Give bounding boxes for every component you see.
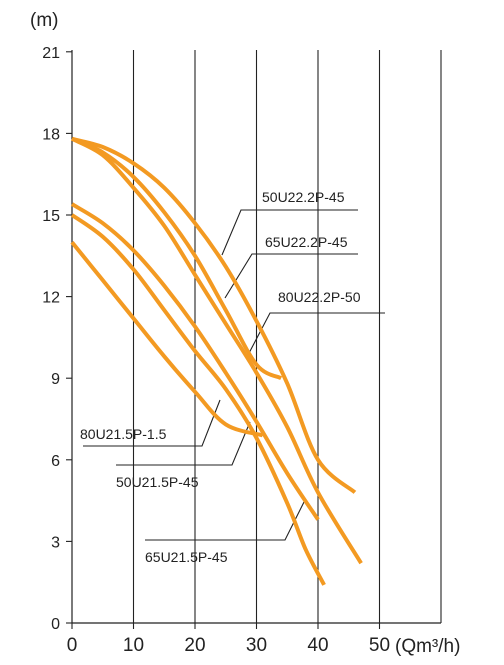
series-layer bbox=[70, 136, 363, 586]
series-label-4: 80U21.5P-1.5 bbox=[80, 426, 167, 442]
y-axis-title: (m) bbox=[30, 10, 58, 31]
y-tick-label-6: 6 bbox=[51, 453, 60, 470]
series-label-1: 50U22.2P-45 bbox=[262, 189, 345, 205]
y-tick-label-3: 3 bbox=[51, 534, 60, 551]
series-label-6: 65U21.5P-45 bbox=[145, 549, 228, 565]
x-axis-title: (Qm³/h) bbox=[395, 636, 460, 657]
x-tick-label-50: 50 bbox=[369, 635, 390, 656]
y-tick-label-12: 12 bbox=[42, 290, 60, 307]
leader-line-3 bbox=[247, 312, 385, 356]
series-label-3: 80U22.2P-50 bbox=[278, 289, 361, 305]
grid-layer bbox=[132, 50, 442, 623]
y-tick-label-0: 0 bbox=[51, 616, 60, 633]
y-tick-label-9: 9 bbox=[51, 371, 60, 388]
y-tick-label-18: 18 bbox=[42, 126, 60, 143]
x-tick-label-20: 20 bbox=[184, 635, 205, 656]
series-label-2: 65U22.2P-45 bbox=[265, 234, 348, 250]
label-layer: 50U22.2P-45 65U22.2P-45 80U22.2P-50 80U21.5… bbox=[80, 189, 361, 565]
leader-line-6 bbox=[145, 499, 306, 541]
series-line-5 bbox=[70, 202, 320, 521]
series-line-6 bbox=[70, 213, 326, 586]
leader-layer bbox=[83, 209, 385, 541]
series-label-5: 50U21.5P-45 bbox=[116, 474, 199, 490]
axis-layer: 0 3 6 9 12 15 18 21 0 10 20 30 40 50 bbox=[42, 45, 441, 656]
x-tick-label-30: 30 bbox=[246, 635, 267, 656]
series-line-2 bbox=[71, 136, 357, 494]
leader-line-1 bbox=[221, 209, 358, 256]
y-tick-label-21: 21 bbox=[42, 45, 60, 62]
series-line-4 bbox=[70, 240, 264, 438]
leader-line-5 bbox=[116, 421, 251, 466]
series-line-3 bbox=[71, 137, 363, 565]
x-tick-label-40: 40 bbox=[307, 635, 328, 656]
x-tick-label-10: 10 bbox=[123, 635, 144, 656]
series-line-1 bbox=[71, 136, 283, 381]
x-tick-label-0: 0 bbox=[67, 635, 78, 656]
y-tick-label-15: 15 bbox=[42, 208, 60, 225]
